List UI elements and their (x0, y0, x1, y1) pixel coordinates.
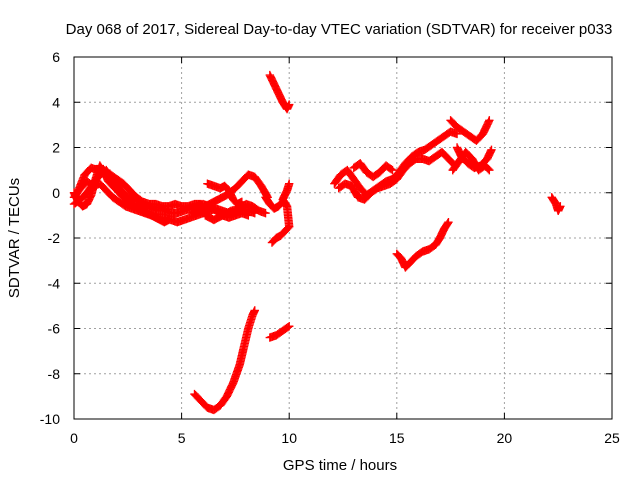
y-tick-labels: -10 -8 -6 -4 -2 0 2 4 6 (40, 49, 60, 427)
grid-lines (74, 57, 612, 419)
axis-ticks (73, 56, 613, 420)
y-tick-label: -2 (48, 230, 61, 246)
data-point (484, 164, 493, 174)
data-point (485, 165, 494, 175)
data-point (285, 179, 294, 188)
data-point (278, 197, 287, 206)
y-tick-label: -4 (48, 275, 61, 291)
data-point (452, 129, 462, 139)
data-points (69, 70, 565, 415)
y-tick-label: -8 (48, 366, 61, 382)
x-tick-label: 15 (389, 430, 405, 446)
x-axis-label: GPS time / hours (283, 457, 397, 474)
data-point (556, 202, 565, 211)
y-tick-label: 2 (52, 140, 60, 156)
data-point (244, 211, 253, 220)
data-point (237, 197, 247, 206)
data-point (285, 100, 294, 109)
data-point (388, 165, 397, 175)
y-tick-label: 0 (52, 185, 60, 201)
data-point (485, 116, 494, 125)
x-tick-label: 0 (70, 430, 78, 446)
y-tick-label: -10 (40, 411, 60, 427)
x-tick-label: 10 (281, 430, 297, 446)
data-point (387, 165, 396, 174)
y-tick-label: 4 (52, 94, 60, 110)
data-point (285, 322, 294, 331)
data-point (487, 145, 496, 154)
data-point (261, 208, 270, 218)
data-point (164, 215, 173, 225)
y-axis-label: SDTVAR / TECUs (6, 178, 23, 298)
y-tick-label: 6 (52, 49, 60, 65)
data-point (250, 306, 259, 315)
y-tick-label: -6 (48, 321, 61, 337)
chart-title: Day 068 of 2017, Sidereal Day-to-day VTE… (66, 21, 613, 38)
data-point (283, 322, 293, 332)
data-point (277, 198, 286, 208)
data-point (444, 217, 453, 227)
x-tick-label: 5 (178, 430, 186, 446)
x-tick-label: 25 (604, 430, 620, 446)
x-tick-labels: 0 5 10 15 20 25 (70, 430, 620, 446)
data-point (443, 219, 452, 228)
x-tick-label: 20 (497, 430, 513, 446)
